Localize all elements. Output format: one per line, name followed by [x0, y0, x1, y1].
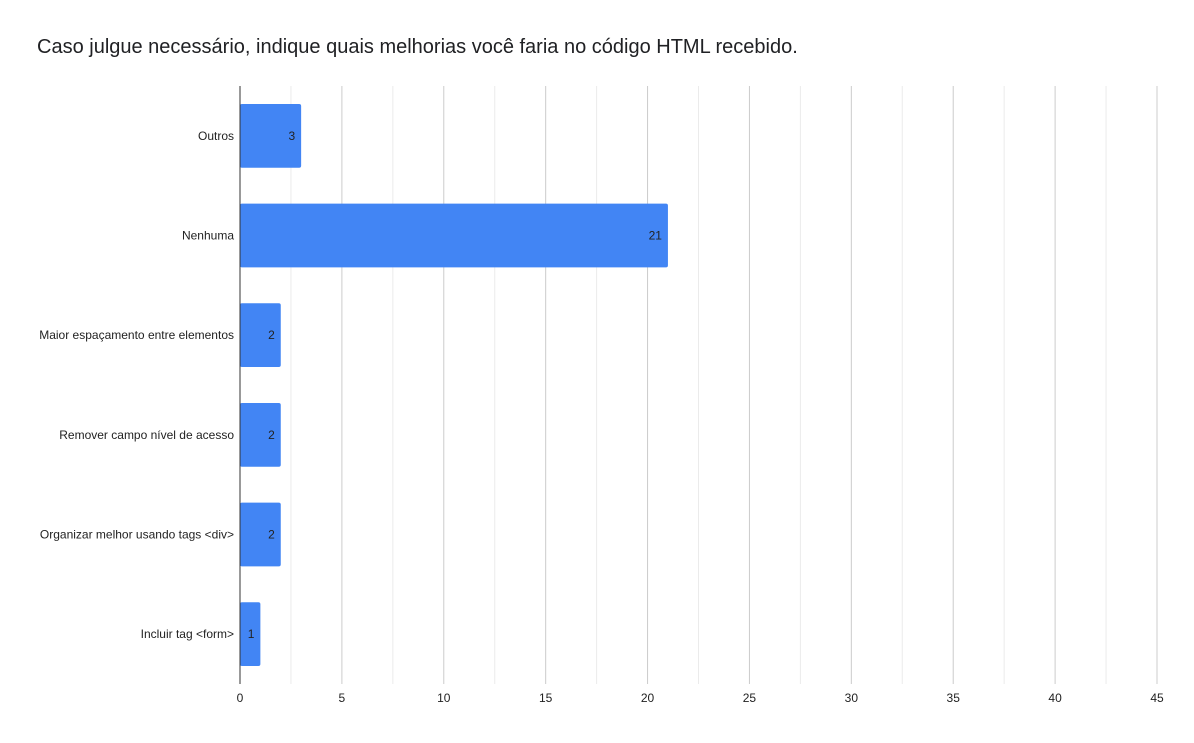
x-tick-label: 20 — [641, 691, 655, 705]
chart-title: Caso julgue necessário, indique quais me… — [37, 36, 798, 58]
x-tick-label: 15 — [539, 691, 553, 705]
axes: Outros Nenhuma Maior espaçamento entre ele… — [39, 86, 1164, 705]
x-tick-label: 45 — [1150, 691, 1164, 705]
x-tick-label: 35 — [947, 691, 961, 705]
bar — [240, 602, 261, 667]
bar — [240, 203, 668, 268]
x-tick-label: 10 — [437, 691, 451, 705]
category-label: Incluir tag <form> — [141, 627, 234, 641]
bar — [240, 402, 281, 467]
category-label: Maior espaçamento entre elementos — [39, 328, 234, 342]
data-label: 1 — [248, 627, 255, 641]
x-tick-label: 0 — [237, 691, 244, 705]
x-tick-label: 5 — [339, 691, 346, 705]
x-tick-label: 25 — [743, 691, 757, 705]
category-label: Remover campo nível de acesso — [59, 428, 234, 442]
data-label: 21 — [649, 229, 663, 243]
data-label: 2 — [268, 528, 275, 542]
x-tick-label: 40 — [1048, 691, 1062, 705]
x-tick-label: 30 — [845, 691, 859, 705]
category-label: Outros — [198, 129, 234, 143]
grid-lines — [290, 86, 1158, 684]
bar — [240, 103, 302, 168]
category-label: Organizar melhor usando tags <div> — [40, 528, 234, 542]
data-label: 2 — [268, 328, 275, 342]
bar — [240, 502, 281, 567]
bar — [240, 303, 281, 368]
data-label: 3 — [288, 129, 295, 143]
data-label: 2 — [268, 428, 275, 442]
category-label: Nenhuma — [182, 229, 234, 243]
